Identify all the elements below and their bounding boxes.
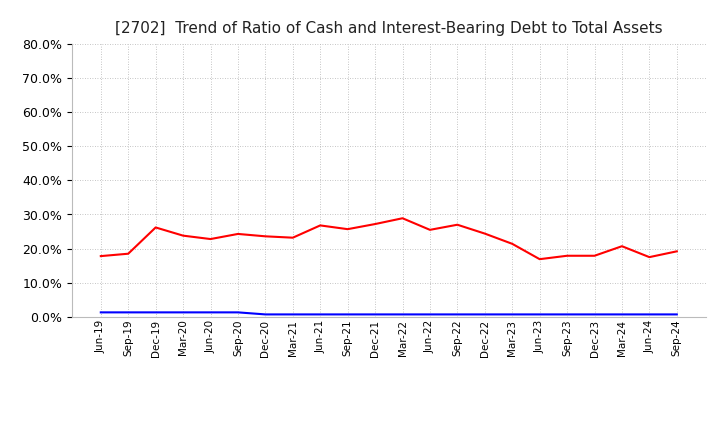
- Line: Cash: Cash: [101, 218, 677, 259]
- Cash: [480, 231, 489, 236]
- Cash: [179, 233, 187, 238]
- Cash: [426, 227, 434, 232]
- Interest-Bearing Debt: [179, 310, 187, 315]
- Cash: [233, 231, 242, 237]
- Cash: [206, 236, 215, 242]
- Line: Interest-Bearing Debt: Interest-Bearing Debt: [101, 312, 677, 315]
- Cash: [261, 234, 270, 239]
- Cash: [398, 216, 407, 221]
- Interest-Bearing Debt: [480, 312, 489, 317]
- Cash: [316, 223, 325, 228]
- Cash: [618, 244, 626, 249]
- Interest-Bearing Debt: [618, 312, 626, 317]
- Interest-Bearing Debt: [206, 310, 215, 315]
- Cash: [96, 253, 105, 259]
- Interest-Bearing Debt: [96, 310, 105, 315]
- Interest-Bearing Debt: [426, 312, 434, 317]
- Interest-Bearing Debt: [453, 312, 462, 317]
- Cash: [508, 241, 516, 246]
- Interest-Bearing Debt: [371, 312, 379, 317]
- Interest-Bearing Debt: [343, 312, 352, 317]
- Interest-Bearing Debt: [536, 312, 544, 317]
- Interest-Bearing Debt: [590, 312, 599, 317]
- Interest-Bearing Debt: [151, 310, 160, 315]
- Interest-Bearing Debt: [563, 312, 572, 317]
- Interest-Bearing Debt: [672, 312, 681, 317]
- Interest-Bearing Debt: [645, 312, 654, 317]
- Cash: [672, 249, 681, 254]
- Cash: [343, 227, 352, 232]
- Interest-Bearing Debt: [508, 312, 516, 317]
- Cash: [151, 225, 160, 230]
- Cash: [453, 222, 462, 227]
- Cash: [289, 235, 297, 240]
- Interest-Bearing Debt: [124, 310, 132, 315]
- Cash: [645, 254, 654, 260]
- Cash: [124, 251, 132, 257]
- Interest-Bearing Debt: [316, 312, 325, 317]
- Interest-Bearing Debt: [289, 312, 297, 317]
- Cash: [536, 257, 544, 262]
- Cash: [563, 253, 572, 258]
- Cash: [590, 253, 599, 258]
- Interest-Bearing Debt: [233, 310, 242, 315]
- Interest-Bearing Debt: [398, 312, 407, 317]
- Title: [2702]  Trend of Ratio of Cash and Interest-Bearing Debt to Total Assets: [2702] Trend of Ratio of Cash and Intere…: [115, 21, 662, 36]
- Interest-Bearing Debt: [261, 312, 270, 317]
- Cash: [371, 221, 379, 227]
